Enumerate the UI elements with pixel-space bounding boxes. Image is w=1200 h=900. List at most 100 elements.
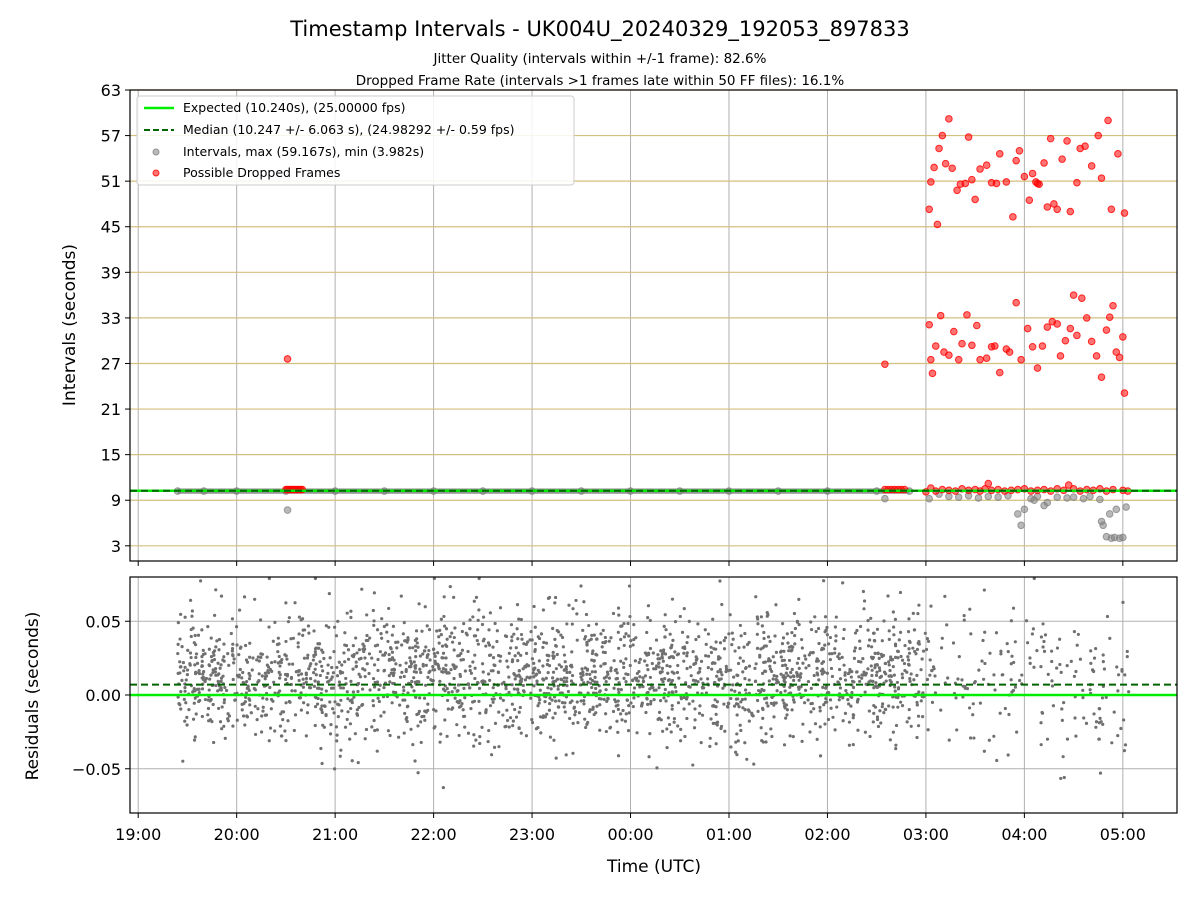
residual-point-61 (292, 728, 296, 733)
residual-point-1272 (498, 696, 503, 700)
intervals-data (130, 115, 1177, 543)
interval-point-30 (1020, 505, 1029, 514)
residual-point-1866 (445, 671, 449, 675)
residual-point-262 (453, 696, 457, 700)
residual-point-616 (729, 696, 733, 701)
dropped-frame-point-82 (982, 354, 991, 362)
residual-point-1018 (267, 739, 271, 743)
residual-point-336 (875, 670, 879, 674)
residual-point-1480 (293, 601, 297, 605)
residual-point-1704 (730, 631, 734, 635)
residual-point-1515 (912, 678, 916, 682)
residual-point-1465 (322, 725, 326, 729)
residual-point-1788 (350, 700, 354, 705)
residual-point-1213 (491, 655, 496, 660)
dropped-frame-point-91 (1028, 342, 1037, 351)
residual-point-1998 (415, 637, 419, 641)
dropped-frame-point-69 (927, 355, 935, 364)
residual-point-1803 (704, 654, 708, 658)
residual-point-1655 (400, 670, 404, 674)
residual-point-663 (357, 648, 361, 652)
residual-point-215 (592, 633, 596, 637)
residual-point-2020 (421, 652, 425, 656)
residual-point-1014 (215, 639, 219, 643)
residual-point-1433 (235, 718, 239, 722)
residual-point-553 (841, 581, 845, 585)
residual-point-1140 (571, 751, 575, 755)
residual-point-2364 (998, 711, 1002, 715)
dropped-frame-point-78 (963, 311, 971, 319)
residual-point-1152 (335, 665, 339, 670)
residual-point-2086 (599, 632, 603, 636)
residual-point-865 (627, 634, 631, 638)
residual-point-1379 (814, 629, 818, 634)
residual-point-1254 (667, 656, 672, 660)
residual-point-1699 (714, 640, 718, 644)
residual-point-1263 (855, 670, 859, 674)
residual-point-1722 (332, 767, 337, 771)
residual-point-1072 (632, 637, 636, 642)
residual-point-359 (457, 705, 462, 709)
dropped-frame-point-12 (881, 360, 889, 369)
residual-point-866 (253, 732, 258, 737)
residual-point-147 (715, 700, 720, 704)
residual-point-2453 (933, 674, 937, 678)
residual-point-2284 (893, 655, 898, 659)
residual-point-34 (261, 709, 265, 713)
residual-point-1165 (220, 705, 224, 709)
residual-point-1692 (590, 651, 595, 656)
residual-point-363 (501, 713, 505, 717)
residual-point-732 (433, 654, 437, 658)
residual-point-1550 (688, 665, 692, 669)
residual-point-1482 (336, 702, 340, 706)
intervals-ytick-label-9: 57 (101, 127, 121, 146)
residual-point-1107 (428, 658, 432, 662)
dropped-frame-point-71 (931, 342, 940, 350)
residual-point-2404 (925, 677, 930, 682)
residual-point-1930 (616, 687, 620, 691)
residual-point-2050 (307, 667, 311, 671)
interval-point-45 (1105, 510, 1114, 518)
residual-point-257 (870, 673, 874, 678)
residual-point-723 (444, 656, 448, 660)
residual-point-1591 (190, 609, 194, 613)
residual-point-170 (670, 703, 674, 708)
residual-point-1792 (881, 653, 886, 658)
residual-point-1525 (531, 671, 535, 675)
residual-point-907 (708, 736, 712, 740)
residual-point-1892 (678, 614, 682, 619)
residual-point-1703 (491, 669, 495, 673)
residual-point-2457 (1043, 633, 1048, 637)
residual-point-2041 (259, 730, 264, 734)
residual-point-178 (738, 723, 742, 727)
residual-point-2340 (1082, 716, 1086, 720)
residual-point-73 (185, 668, 190, 672)
residual-point-615 (299, 691, 303, 695)
residual-point-79 (395, 646, 399, 650)
residual-point-803 (601, 650, 605, 654)
residual-point-2034 (863, 690, 867, 694)
residual-point-635 (850, 670, 854, 674)
residual-point-823 (227, 663, 231, 667)
residual-point-1343 (733, 689, 737, 693)
residual-point-668 (768, 659, 772, 663)
residual-point-845 (782, 701, 786, 705)
residual-point-2045 (523, 678, 528, 682)
residual-point-2303 (960, 678, 964, 682)
residual-point-1732 (491, 700, 495, 704)
legend-intervals-label: Intervals, max (59.167s), min (3.982s) (183, 144, 424, 159)
x-tick-label-1: 20:00 (214, 825, 260, 844)
residual-point-627 (417, 602, 421, 606)
residual-point-2273 (314, 646, 318, 650)
residual-point-1606 (543, 715, 547, 719)
residual-point-1091 (434, 709, 438, 713)
residual-point-1041 (808, 730, 812, 734)
residual-point-1718 (836, 654, 840, 659)
residual-point-2251 (823, 722, 827, 726)
residual-point-1081 (551, 656, 556, 660)
residual-point-1321 (510, 635, 514, 639)
residual-point-1976 (843, 673, 847, 677)
residual-point-1808 (551, 654, 555, 658)
residual-point-255 (315, 686, 320, 690)
